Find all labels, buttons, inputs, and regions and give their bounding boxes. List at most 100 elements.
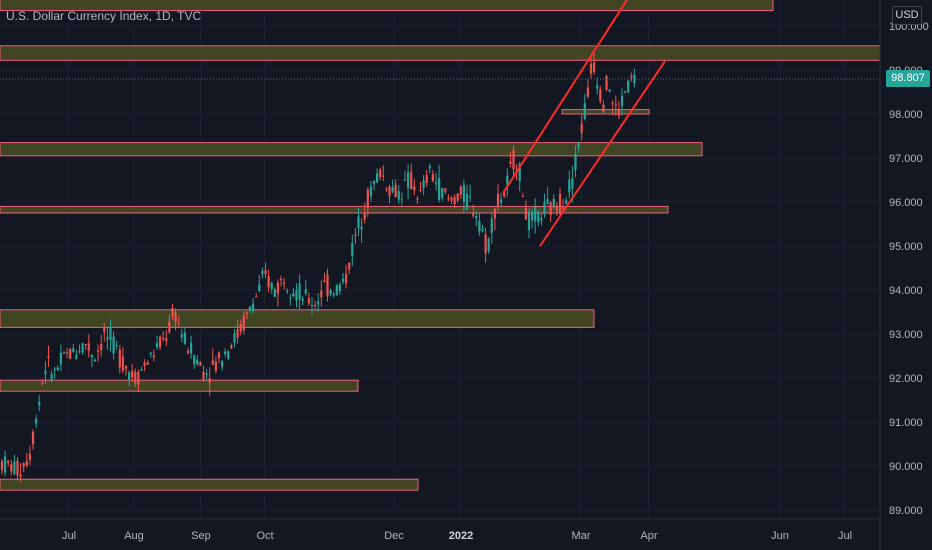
candle-body (292, 293, 295, 297)
candle-body (155, 343, 159, 348)
candle-body (568, 179, 571, 192)
candle-body (16, 460, 19, 476)
candle-body (134, 371, 137, 384)
candle-body (245, 312, 248, 314)
candle-body (56, 367, 59, 371)
y-tick-label: 90.000 (889, 461, 923, 473)
candle-body (0, 461, 4, 470)
candle-body (543, 202, 546, 215)
candle-body (434, 182, 438, 184)
candle-body (341, 278, 345, 282)
candle-body (38, 401, 41, 406)
price-axis: 100.00099.00098.00097.00096.00095.00094.… (889, 21, 929, 517)
candle-body (369, 186, 372, 197)
candle-body (242, 315, 245, 331)
candle-body (624, 91, 627, 93)
candle-body (326, 274, 329, 297)
zone-box (0, 142, 703, 157)
trendline (502, 0, 629, 194)
candle-body (310, 305, 314, 307)
candle-body (317, 301, 320, 305)
candle-body (465, 193, 469, 210)
candle-body (602, 104, 605, 112)
candle-body (50, 374, 53, 381)
candle-body (574, 153, 577, 170)
candle-body (208, 378, 211, 383)
x-tick-label: Jul (62, 530, 76, 542)
x-tick-label: Jul (838, 530, 852, 542)
candle-body (140, 369, 143, 371)
candle-body (264, 270, 267, 275)
candle-body (124, 365, 128, 369)
candle-body (490, 218, 493, 233)
currency-unit-badge[interactable]: USD (892, 6, 922, 25)
candle-body (438, 178, 441, 200)
candle-body (211, 360, 214, 365)
candle-body (345, 273, 348, 284)
candle-body (425, 175, 428, 183)
candle-body (534, 206, 537, 222)
candle-body (459, 186, 462, 195)
candle-body (596, 85, 599, 89)
x-tick-label: Jun (771, 530, 789, 542)
candle-body (168, 321, 171, 333)
y-tick-label: 95.000 (889, 241, 923, 253)
candle-body (205, 373, 208, 375)
candle-body (416, 198, 419, 200)
candle-body (267, 276, 270, 288)
candle-body (450, 197, 453, 201)
candle-body (478, 220, 481, 233)
candle-body (506, 175, 509, 185)
candle-body (521, 195, 524, 197)
x-tick-label: Oct (256, 530, 273, 542)
candle-body (444, 188, 447, 192)
candle-body (25, 461, 28, 466)
candle-body (128, 372, 131, 380)
candle-body (295, 290, 298, 301)
candle-body (44, 370, 47, 374)
candle-body (90, 355, 93, 358)
candle-body (388, 186, 391, 196)
candle-body (552, 198, 555, 206)
candle-body (599, 89, 602, 102)
candle-body (152, 355, 155, 358)
zone-box (0, 478, 419, 491)
candle-body (66, 352, 69, 354)
candle-body (583, 103, 586, 119)
candle-body (279, 278, 283, 281)
candle-body (47, 356, 50, 358)
candle-body (171, 307, 174, 317)
chart-title: U.S. Dollar Currency Index, 1D, TVC (6, 9, 202, 23)
y-tick-label: 96.000 (889, 197, 923, 209)
time-axis: Jul Aug Sep Oct Dec 2022 Mar Apr Jun Jul (62, 530, 852, 542)
candle-body (397, 191, 400, 200)
last-price-tag: 98.807 (886, 70, 930, 87)
candle-body (441, 187, 444, 199)
candle-body (248, 306, 252, 311)
candle-body (348, 262, 351, 270)
candle-body (118, 349, 121, 368)
candle-body (7, 460, 10, 463)
y-tick-label: 97.000 (889, 153, 923, 165)
candle-series (0, 51, 636, 482)
candle-body (221, 361, 224, 367)
candle-body (41, 382, 44, 384)
candle-body (469, 196, 472, 198)
candle-body (462, 185, 465, 202)
candle-body (400, 199, 403, 201)
candle-body (78, 351, 81, 353)
candle-body (630, 76, 633, 78)
zone-box (0, 45, 881, 61)
candle-body (214, 361, 217, 371)
zone-box (0, 205, 669, 214)
candle-body (487, 238, 490, 252)
candle-body (165, 338, 168, 341)
candle-body (159, 336, 162, 348)
candle-body (363, 213, 366, 220)
candle-body (19, 474, 22, 477)
candle-body (335, 285, 338, 296)
candle-body (174, 312, 177, 322)
candle-body (177, 322, 180, 324)
candle-body (4, 456, 7, 473)
